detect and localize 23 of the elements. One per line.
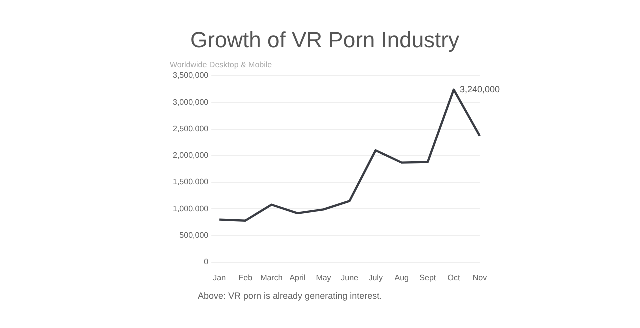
- x-tick-label: Sept: [420, 273, 437, 282]
- y-tick-label: 2,500,000: [172, 124, 210, 134]
- y-tick-label: 1,500,000: [172, 178, 210, 187]
- x-tick-label: Jan: [213, 273, 226, 282]
- x-tick-label: July: [368, 273, 383, 282]
- y-tick-label: 3,500,000: [172, 71, 210, 80]
- y-tick-label: 0: [204, 258, 210, 267]
- y-tick-label: 1,000,000: [172, 204, 210, 214]
- text: Above: VR porn is already generating interest.: [198, 290, 382, 302]
- chart-title: Growth of VR Porn Industry: [190, 27, 460, 52]
- y-tick-label: 3,000,000: [172, 98, 210, 107]
- x-tick-label: June: [341, 273, 360, 282]
- x-tick-label: March: [260, 273, 283, 282]
- x-tick-label: Aug: [394, 273, 409, 282]
- y-tick-label: 500,000: [180, 230, 210, 240]
- chart-subtitle: Worldwide Desktop & Mobile: [170, 60, 273, 70]
- x-tick-label: April: [290, 273, 306, 282]
- x-tick-label: May: [316, 273, 332, 282]
- x-tick-label: Oct: [448, 273, 461, 282]
- y-tick-label: 2,000,000: [172, 151, 210, 160]
- x-tick-label: Nov: [472, 273, 488, 282]
- x-tick-label: Feb: [238, 273, 254, 282]
- annotation: 3,240,000: [460, 84, 500, 94]
